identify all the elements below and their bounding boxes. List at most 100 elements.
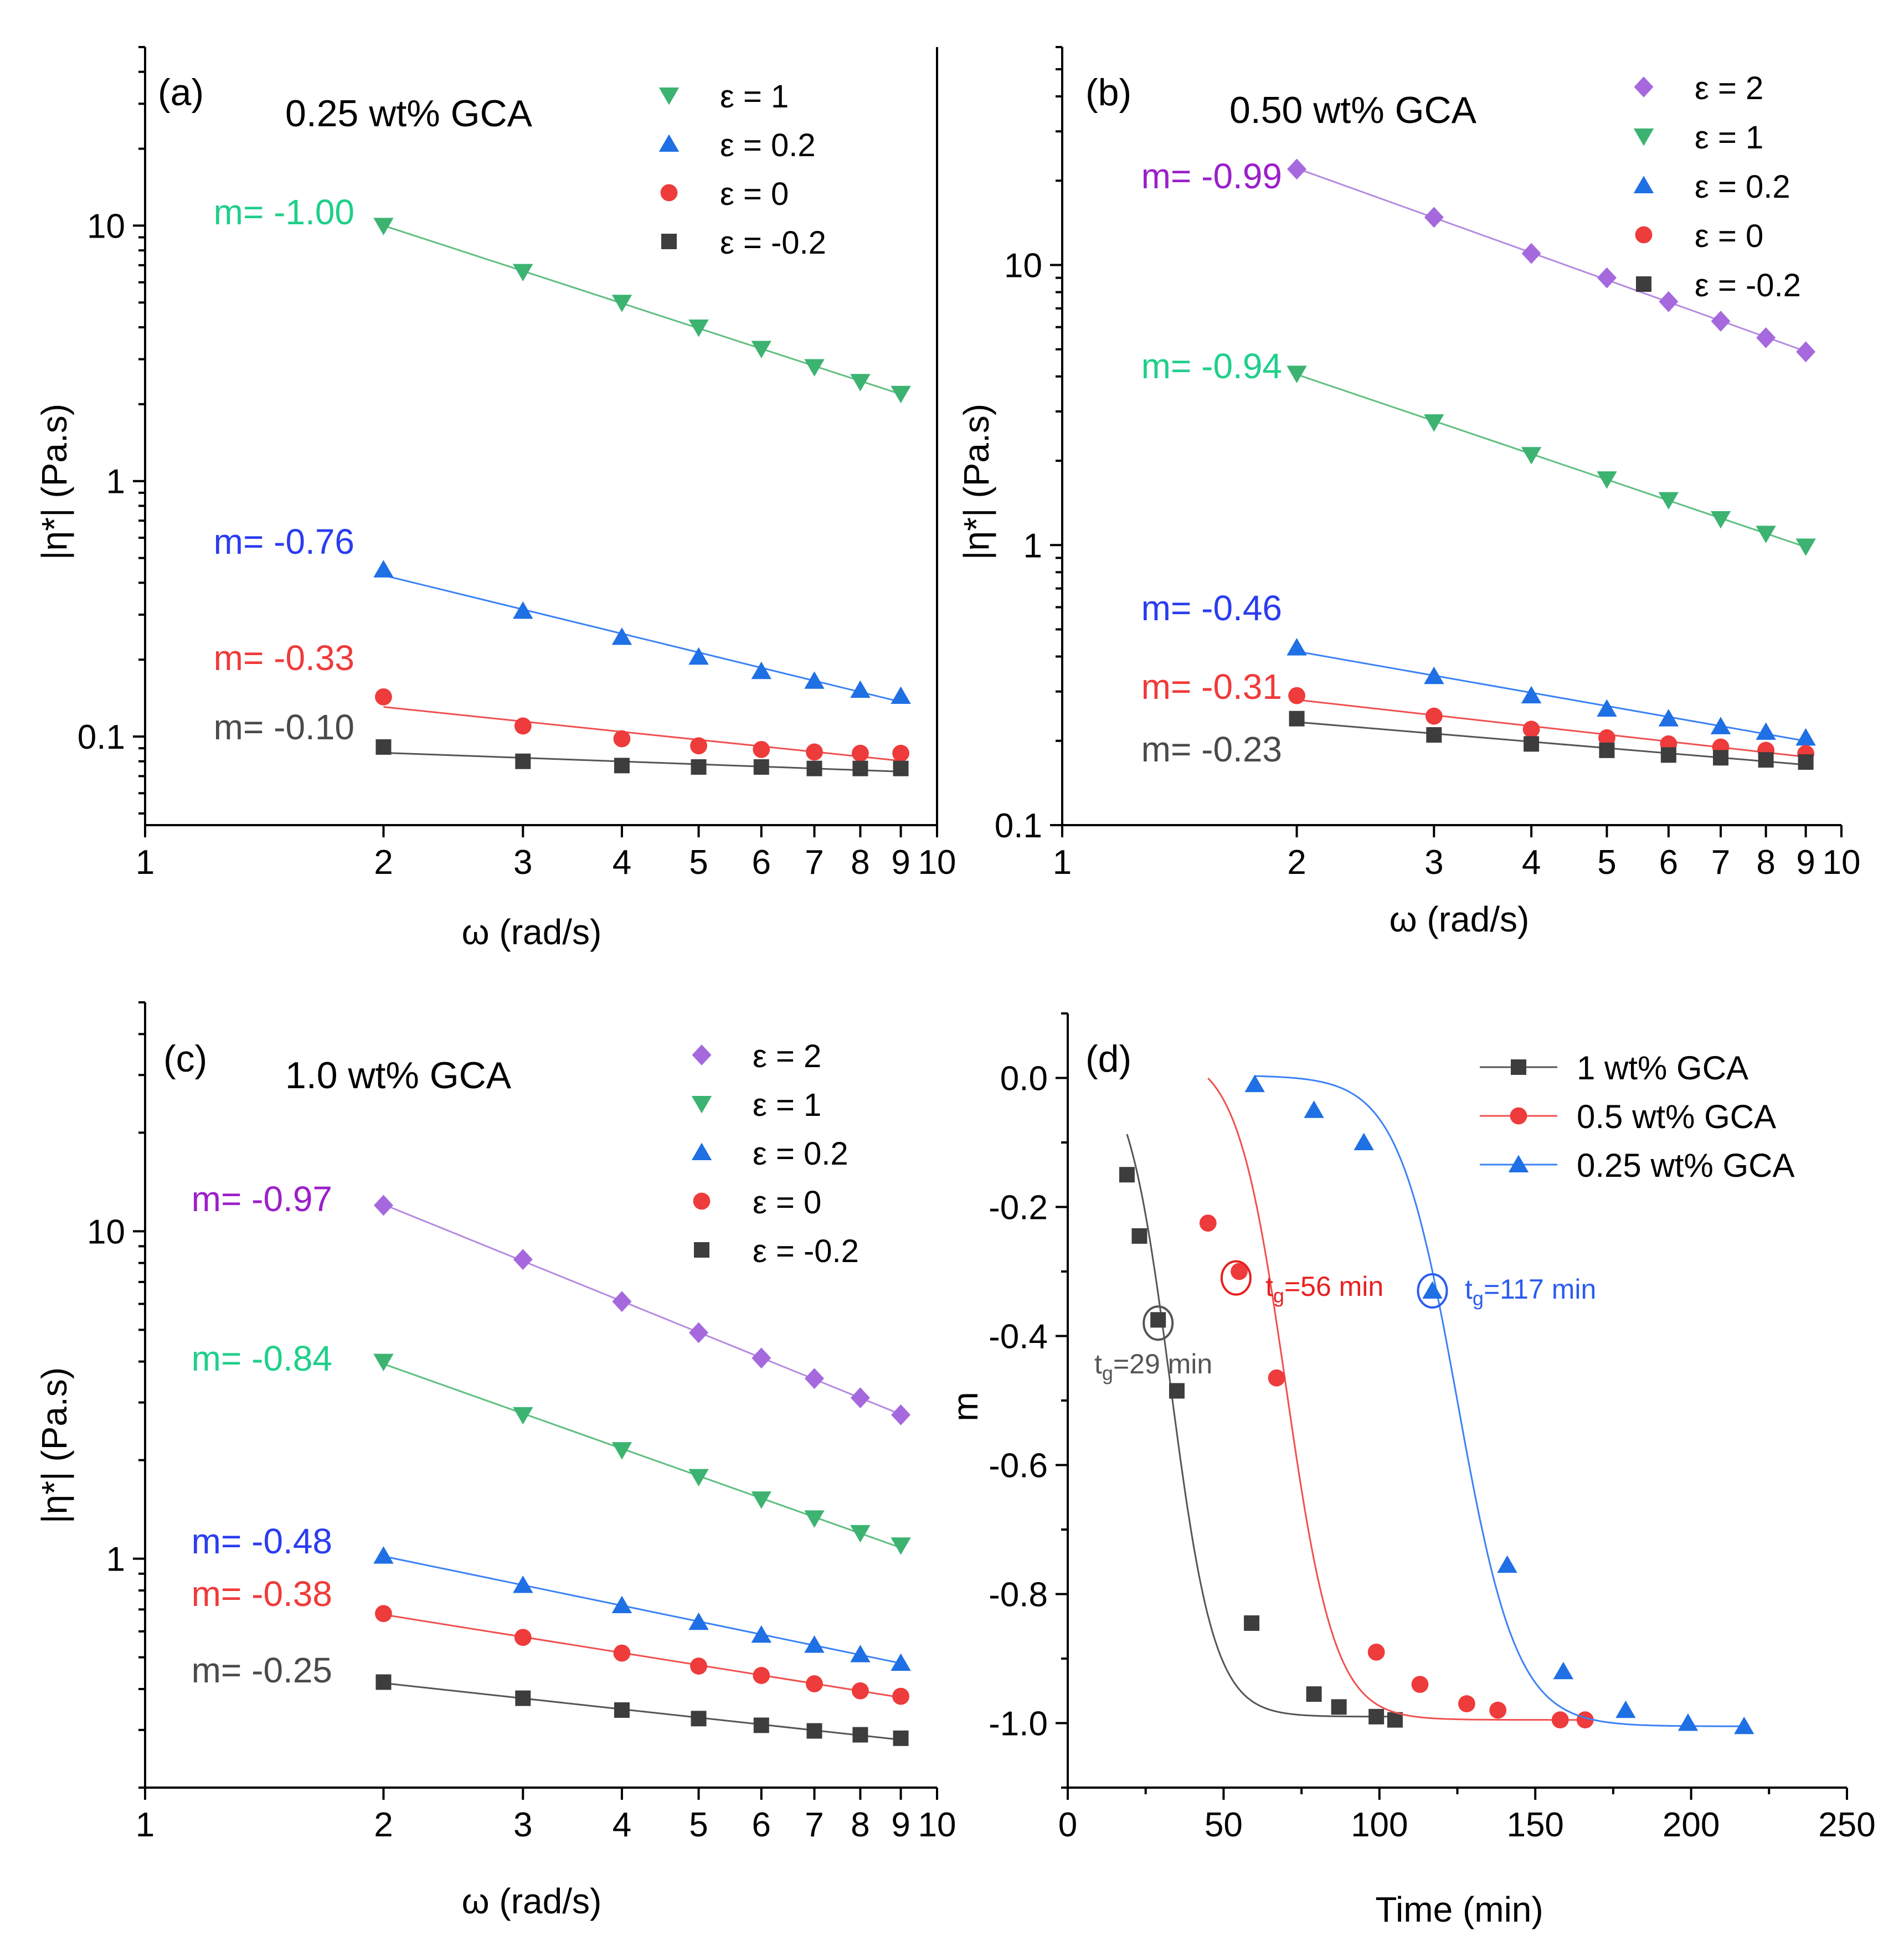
panel-c-data-point-shape bbox=[611, 1595, 632, 1614]
panel-a-xtick-label: 1 bbox=[136, 843, 155, 882]
panel-c-data-point bbox=[850, 1525, 871, 1543]
panel-b-legend-marker bbox=[1635, 226, 1653, 244]
panel-a-slope-label: m= -0.33 bbox=[214, 638, 354, 678]
panel-c-legend-label: ε = 1 bbox=[753, 1087, 821, 1123]
panel-c-ylabel: |η*| (Pa.s) bbox=[34, 1367, 74, 1523]
panel-b-data-point-shape bbox=[1521, 686, 1542, 704]
panel-a-xtick-label: 9 bbox=[891, 843, 910, 882]
panel-a-xtick-label: 7 bbox=[805, 843, 824, 882]
panel-c-data-point bbox=[515, 1690, 531, 1706]
panel-c-legend-marker-shape bbox=[691, 1142, 712, 1160]
panel-c-legend-label: ε = 0 bbox=[753, 1185, 821, 1221]
panel-d-ylabel: m bbox=[945, 1392, 985, 1421]
panel-b-data-point bbox=[1798, 754, 1814, 770]
panel-d-data-point-shape bbox=[1119, 1167, 1135, 1183]
panel-d-ytick-label: -0.2 bbox=[989, 1189, 1048, 1227]
panel-c-xtick-label: 8 bbox=[851, 1806, 869, 1844]
panel-c-xtick-label: 10 bbox=[918, 1806, 956, 1844]
panel-d-legend-marker-shape bbox=[1508, 1155, 1529, 1172]
panel-b-data-point bbox=[1597, 471, 1617, 489]
panel-c-data-point-shape bbox=[892, 1687, 909, 1705]
panel-d: (d) Time (min) m 0 50 100 150 200 250 0.0 -0.2 -… bbox=[945, 1012, 1876, 1929]
panel-d-fit-curve bbox=[1207, 1077, 1586, 1721]
panel-c-data-point-shape bbox=[514, 1629, 532, 1646]
panel-b-slope-label: m= -0.31 bbox=[1141, 667, 1282, 707]
panel-a-data-point-shape bbox=[891, 385, 911, 404]
panel-b-data-point-shape bbox=[1597, 699, 1617, 717]
panel-b-data-point-shape bbox=[1287, 365, 1307, 383]
panel-c-xtick-label: 7 bbox=[805, 1806, 824, 1844]
panel-a-data-point-shape bbox=[514, 717, 532, 735]
panel-c-data-point-shape bbox=[515, 1690, 531, 1706]
panel-c-data-point bbox=[373, 1353, 394, 1372]
panel-a-data-point bbox=[613, 730, 631, 748]
panel-a-data-point bbox=[852, 760, 868, 776]
panel-d-ytick-label: 0.0 bbox=[1000, 1060, 1048, 1098]
panel-b-data-point bbox=[1756, 722, 1776, 740]
panel-a-xtick-label: 2 bbox=[374, 843, 393, 882]
panel-c-data-point bbox=[688, 1469, 709, 1487]
panel-c-data-point bbox=[611, 1595, 632, 1614]
panel-a-data-point-shape bbox=[688, 320, 709, 337]
panel-b-data-point-shape bbox=[1599, 742, 1615, 758]
panel-a-data-point-shape bbox=[513, 264, 533, 282]
panel-c-data-point-shape bbox=[850, 1645, 871, 1662]
panel-c-data-point-shape bbox=[751, 1491, 771, 1509]
panel-c-data-point-shape bbox=[850, 1387, 870, 1409]
panel-d-data-point bbox=[1169, 1383, 1185, 1399]
panel-c-xtick-label: 4 bbox=[613, 1806, 631, 1844]
panel-b-data-point-shape bbox=[1424, 666, 1444, 684]
panel-d-tg-circle bbox=[1220, 1260, 1252, 1296]
panel-a-data-point-shape bbox=[373, 218, 394, 235]
panel-b-data-point bbox=[1756, 526, 1776, 543]
panel-d-data-point-shape bbox=[1411, 1676, 1429, 1693]
panel-b-data-point-shape bbox=[1710, 511, 1731, 529]
panel-a-data-point bbox=[614, 758, 630, 774]
panel-d-ytick-label: -0.6 bbox=[989, 1447, 1048, 1485]
panel-d-data-point bbox=[1368, 1708, 1385, 1724]
panel-d-data-point-shape bbox=[1131, 1228, 1147, 1244]
panel-d-data-point-shape bbox=[1244, 1074, 1265, 1093]
panel-d-legend-label: 0.25 wt% GCA bbox=[1577, 1147, 1795, 1184]
panel-a-data-point bbox=[751, 661, 771, 679]
panel-b-xtick-label: 5 bbox=[1597, 843, 1616, 882]
panel-c-data-point-shape bbox=[373, 1195, 393, 1216]
panel-b-legend-marker-shape bbox=[1633, 176, 1654, 193]
panel-c-data-point-shape bbox=[893, 1730, 909, 1746]
panel-a-data-point bbox=[611, 627, 632, 645]
panel-a-xlabel: ω (rad/s) bbox=[462, 912, 602, 952]
panel-a-xtick-label: 6 bbox=[752, 843, 771, 882]
panel-c-slope-label: m= -0.97 bbox=[192, 1179, 332, 1219]
panel-c-data-point-shape bbox=[513, 1407, 533, 1425]
panel-d-legend-label: 1 wt% GCA bbox=[1577, 1049, 1748, 1087]
panel-a-title: 0.25 wt% GCA bbox=[285, 92, 533, 135]
panel-b-data-point bbox=[1425, 707, 1443, 725]
panel-c-data-point-shape bbox=[753, 1667, 770, 1684]
panel-a-data-point bbox=[373, 218, 394, 235]
panel-c-data-point bbox=[804, 1635, 825, 1653]
panel-b-data-point bbox=[1599, 742, 1615, 758]
panel-c-data-point bbox=[612, 1291, 632, 1312]
panel-b-data-point bbox=[1287, 365, 1307, 383]
panel-c-data-point bbox=[891, 1537, 911, 1555]
panel-b-slope-label: m= -0.23 bbox=[1141, 729, 1282, 769]
panel-a-data-point-shape bbox=[804, 671, 825, 689]
panel-c-data-point bbox=[375, 1674, 392, 1690]
panel-d-data-point bbox=[1367, 1643, 1385, 1661]
panel-b-data-point-shape bbox=[1660, 747, 1676, 763]
panel-b-data-point-shape bbox=[1287, 638, 1307, 656]
panel-d-xlabel: Time (min) bbox=[1375, 1890, 1543, 1929]
panel-d-ytick-label: -1.0 bbox=[989, 1705, 1048, 1743]
panel-a-legend-label: ε = 0.2 bbox=[720, 127, 816, 163]
panel-a-data-point bbox=[891, 385, 911, 404]
panel-c-data-point-shape bbox=[891, 1537, 911, 1555]
panel-d-data-point-shape bbox=[1244, 1615, 1260, 1631]
panel-a-data-point-shape bbox=[751, 341, 771, 359]
panel-b-legend-marker-shape bbox=[1635, 226, 1653, 244]
panel-b-legend-label: ε = 1 bbox=[1695, 120, 1763, 156]
panel-c-ytick-label: 10 bbox=[87, 1213, 125, 1251]
panel-a-data-point-shape bbox=[375, 688, 392, 706]
panel-a-data-point bbox=[375, 688, 392, 706]
panel-c-data-point-shape bbox=[690, 1657, 707, 1675]
panel-a-data-point bbox=[892, 744, 909, 762]
